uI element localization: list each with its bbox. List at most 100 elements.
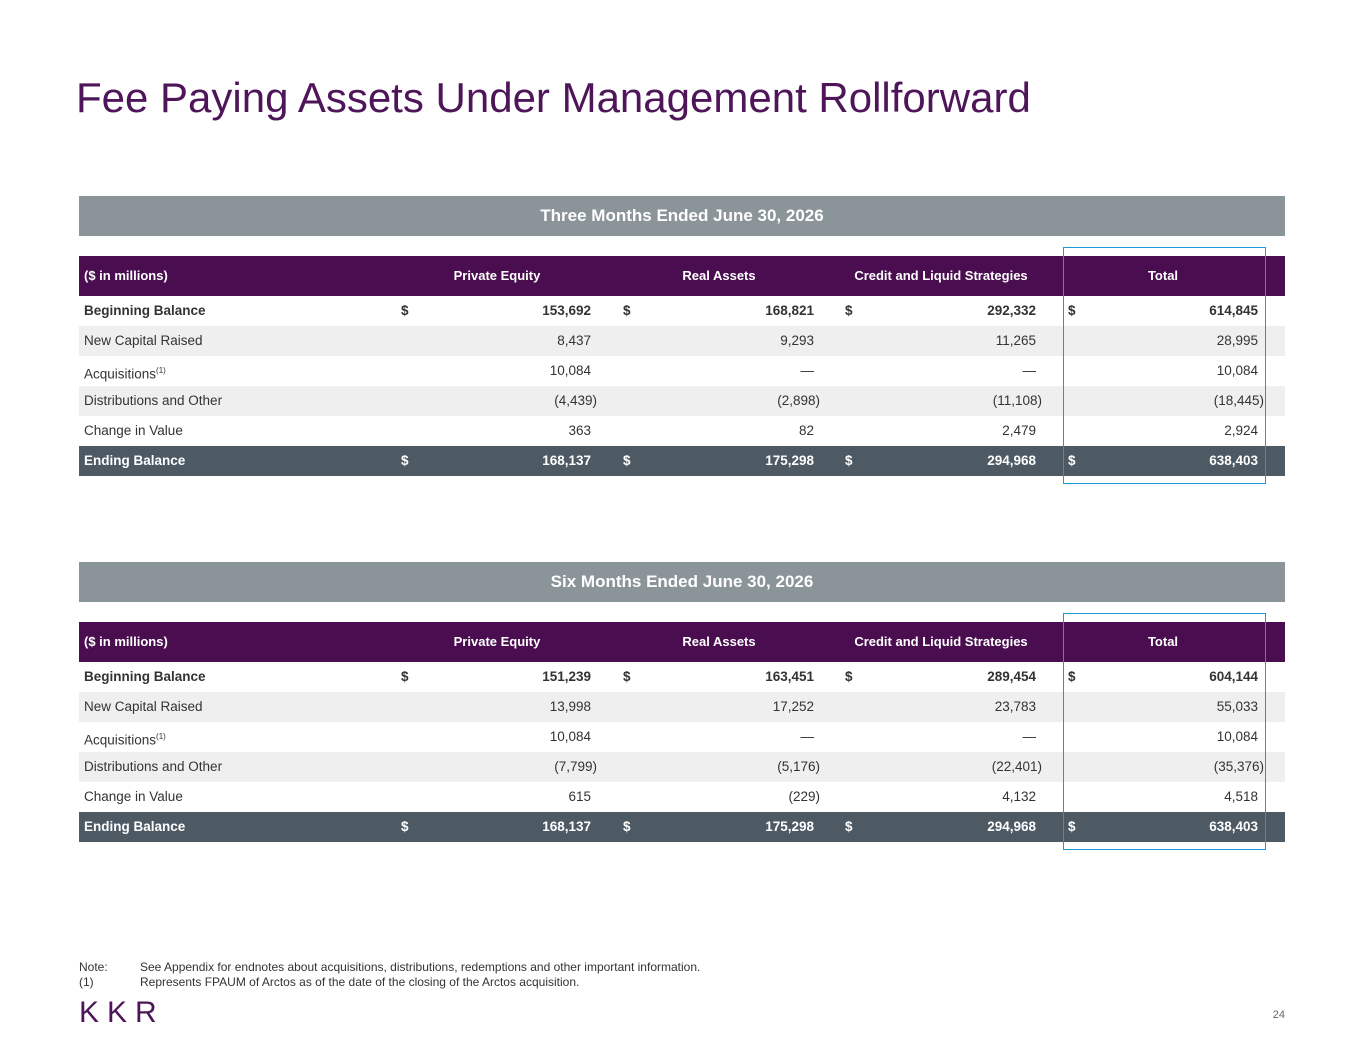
table-cell: 614,845 (1209, 303, 1258, 318)
table-cell: 175,298 (765, 453, 814, 468)
column-header: Credit and Liquid Strategies (854, 634, 1028, 649)
row-label: New Capital Raised (84, 692, 203, 722)
table-cell: 168,821 (765, 303, 814, 318)
currency-symbol: $ (401, 303, 409, 318)
table-cell: 294,968 (987, 453, 1036, 468)
note-text: Represents FPAUM of Arctos as of the dat… (140, 975, 580, 989)
column-header: ($ in millions) (84, 634, 168, 649)
row-label-text: Acquisitions (84, 732, 157, 748)
currency-symbol: $ (1068, 453, 1076, 468)
column-header: Real Assets (682, 268, 756, 283)
table-cell: 289,454 (987, 669, 1036, 684)
column-header: Credit and Liquid Strategies (854, 268, 1028, 283)
row-label: Change in Value (84, 416, 183, 446)
table-cell: 168,137 (542, 453, 591, 468)
logo: KKR (79, 996, 165, 1029)
currency-symbol: $ (623, 669, 631, 684)
currency-symbol: $ (401, 819, 409, 834)
table-cell: 10,084 (549, 729, 591, 744)
table-cell: 55,033 (1216, 699, 1258, 714)
table-cell: 10,084 (1216, 363, 1258, 378)
column-header: Private Equity (453, 268, 541, 283)
table-cell: — (800, 363, 815, 378)
currency-symbol: $ (845, 303, 853, 318)
page-title: Fee Paying Assets Under Management Rollf… (76, 74, 1031, 121)
currency-symbol: $ (401, 669, 409, 684)
table-cell: 10,084 (1216, 729, 1258, 744)
table-cell: (229) (788, 789, 820, 804)
table-row (79, 812, 1285, 842)
table-cell: 82 (798, 423, 814, 438)
currency-symbol: $ (1068, 819, 1076, 834)
currency-symbol: $ (623, 453, 631, 468)
table-cell: (35,376) (1213, 759, 1264, 774)
table-cell: 153,692 (542, 303, 591, 318)
table-cell: 4,132 (1002, 789, 1036, 804)
row-label: Ending Balance (84, 812, 185, 842)
row-label-text: Acquisitions (84, 366, 157, 382)
table-cell: (4,439) (554, 393, 597, 408)
row-label-text: Change in Value (84, 789, 183, 804)
highlight-box (1063, 247, 1266, 484)
table-row (79, 692, 1285, 722)
table-cell: 11,265 (995, 333, 1036, 348)
table-row (79, 446, 1285, 476)
currency-symbol: $ (845, 453, 853, 468)
column-header: Real Assets (682, 634, 756, 649)
row-label: Acquisitions(1) (84, 722, 166, 756)
table-cell: — (800, 729, 815, 744)
row-label-text: Distributions and Other (84, 759, 223, 774)
table-cell: 615 (568, 789, 591, 804)
note-text: See Appendix for endnotes about acquisit… (140, 960, 701, 974)
row-label-text: Ending Balance (84, 819, 186, 834)
row-label-text: New Capital Raised (84, 699, 203, 714)
table-cell: 13,998 (549, 699, 591, 714)
header-row (79, 622, 1285, 662)
column-header: Total (1147, 268, 1179, 283)
table-cell: 9,293 (780, 333, 814, 348)
note-marker: Note: (79, 960, 108, 974)
currency-symbol: $ (623, 819, 631, 834)
column-header: Private Equity (453, 634, 541, 649)
table-row (79, 386, 1285, 416)
table-cell: 2,924 (1224, 423, 1258, 438)
table-cell: 175,298 (765, 819, 814, 834)
row-label: Change in Value (84, 782, 183, 812)
row-label: Acquisitions(1) (84, 356, 166, 390)
row-label-text: Beginning Balance (84, 669, 206, 684)
currency-symbol: $ (401, 453, 409, 468)
currency-symbol: $ (845, 669, 853, 684)
table-cell: 17,252 (772, 699, 814, 714)
table-cell: — (1022, 729, 1037, 744)
table-cell: (11,108) (992, 393, 1042, 408)
table-cell: 163,451 (765, 669, 814, 684)
table-cell: 4,518 (1224, 789, 1258, 804)
currency-symbol: $ (845, 819, 853, 834)
row-label-text: New Capital Raised (84, 333, 203, 348)
row-label-text: Beginning Balance (84, 303, 206, 318)
column-header: Total (1147, 634, 1179, 649)
table-cell: (2,898) (777, 393, 820, 408)
table-cell: (18,445) (1213, 393, 1264, 408)
table-cell: — (1022, 363, 1037, 378)
currency-symbol: $ (623, 303, 631, 318)
row-label: Beginning Balance (84, 296, 206, 326)
page-number: 24 (1272, 1009, 1285, 1021)
row-label: Beginning Balance (84, 662, 206, 692)
table-cell: 638,403 (1209, 819, 1258, 834)
column-header: ($ in millions) (84, 268, 168, 283)
footnote-marker: (1) (156, 732, 166, 741)
table-cell: 8,437 (557, 333, 591, 348)
row-label-text: Ending Balance (84, 453, 186, 468)
row-label: Distributions and Other (84, 752, 222, 782)
table-caption: Six Months Ended June 30, 2026 (79, 562, 1285, 602)
note-marker: (1) (79, 975, 94, 989)
table-cell: 294,968 (987, 819, 1036, 834)
table-cell: (5,176) (777, 759, 820, 774)
table-caption: Three Months Ended June 30, 2026 (79, 196, 1285, 236)
row-label-text: Change in Value (84, 423, 183, 438)
table-cell: 28,995 (1216, 333, 1258, 348)
footnote-marker: (1) (156, 366, 166, 375)
table-cell: 2,479 (1002, 423, 1036, 438)
